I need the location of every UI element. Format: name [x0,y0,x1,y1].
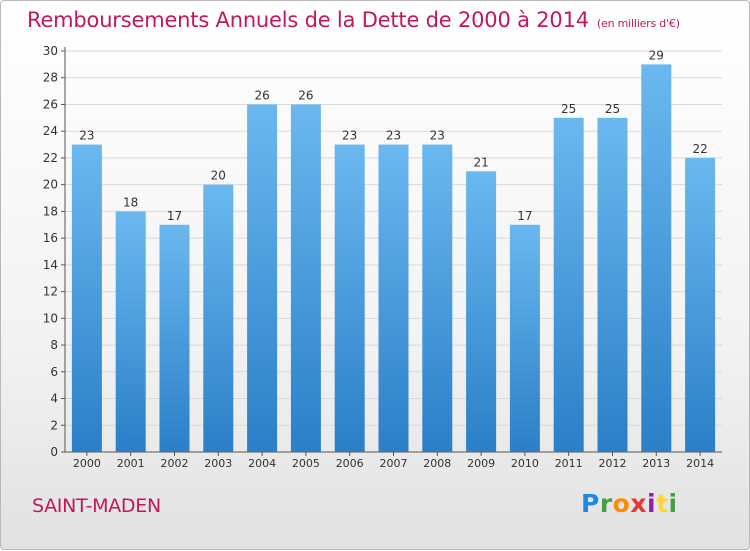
bar-2012 [597,117,628,452]
logo-letter: P [581,489,600,518]
data-label-2009: 21 [473,155,488,169]
x-tick-label-2005: 2005 [292,457,320,470]
y-tick-label: 6 [50,365,58,379]
logo-letter: i [668,489,678,518]
bar-2005 [290,104,321,452]
bar-2006 [334,144,365,453]
chart-title: Remboursements Annuels de la Dette de 20… [27,8,680,32]
commune-name: SAINT-MADEN [32,495,161,517]
y-tick-label: 18 [43,204,58,218]
y-tick-label: 20 [43,178,58,192]
data-label-2000: 23 [79,129,94,143]
logo-letter: i [647,489,657,518]
proxiti-logo[interactable]: Proxiti [581,489,678,518]
y-tick-label: 22 [43,151,58,165]
bar-2008 [422,144,453,453]
y-tick-label: 8 [50,338,58,352]
data-label-2005: 26 [298,88,313,102]
x-tick-label-2004: 2004 [248,457,276,470]
y-tick-label: 28 [43,71,58,85]
data-label-2002: 17 [167,209,182,223]
y-tick-label: 2 [50,418,58,432]
bar-2002 [159,224,190,452]
x-tick-label-2013: 2013 [642,457,670,470]
data-label-2001: 18 [123,195,138,209]
x-tick-label-2003: 2003 [204,457,232,470]
data-label-2008: 23 [430,129,445,143]
bar-2004 [247,104,278,452]
x-tick-label-2008: 2008 [423,457,451,470]
data-label-2010: 17 [517,209,532,223]
x-tick-label-2011: 2011 [555,457,583,470]
logo-letter: r [599,489,613,518]
data-label-2006: 23 [342,129,357,143]
bar-2010 [509,224,540,452]
x-tick-label-2006: 2006 [336,457,364,470]
data-label-2004: 26 [254,88,269,102]
data-label-2013: 29 [649,48,664,62]
bar-2014 [685,157,716,452]
x-tick-label-2001: 2001 [117,457,145,470]
y-tick-label: 26 [43,97,58,111]
bar-2000 [71,144,102,453]
y-tick-label: 4 [50,392,58,406]
bar-2011 [553,117,584,452]
x-tick-label-2007: 2007 [380,457,408,470]
bar-2009 [466,171,497,453]
chart-unit: (en milliers d'€) [596,17,680,30]
y-tick-label: 30 [43,44,58,58]
y-tick-label: 10 [43,311,58,325]
logo-letter: x [630,489,647,518]
y-tick-label: 24 [43,124,58,138]
bar-2001 [115,211,146,452]
bar-2007 [378,144,409,453]
logo-letter: t [656,489,669,518]
y-tick-label: 12 [43,285,58,299]
bar-2013 [641,64,672,452]
data-label-2011: 25 [561,102,576,116]
x-tick-label-2009: 2009 [467,457,495,470]
x-tick-label-2002: 2002 [161,457,189,470]
data-label-2014: 22 [692,142,707,156]
x-tick-label-2010: 2010 [511,457,539,470]
x-tick-label-2012: 2012 [599,457,627,470]
x-tick-label-2000: 2000 [73,457,101,470]
y-tick-label: 16 [43,231,58,245]
logo-letter: o [612,489,631,518]
y-tick-label: 0 [50,445,58,459]
bar-2003 [203,184,234,452]
data-label-2003: 20 [211,169,226,183]
data-label-2007: 23 [386,129,401,143]
y-tick-label: 14 [43,258,58,272]
data-label-2012: 25 [605,102,620,116]
chart-title-text: Remboursements Annuels de la Dette de 20… [27,8,589,32]
x-tick-label-2014: 2014 [686,457,714,470]
